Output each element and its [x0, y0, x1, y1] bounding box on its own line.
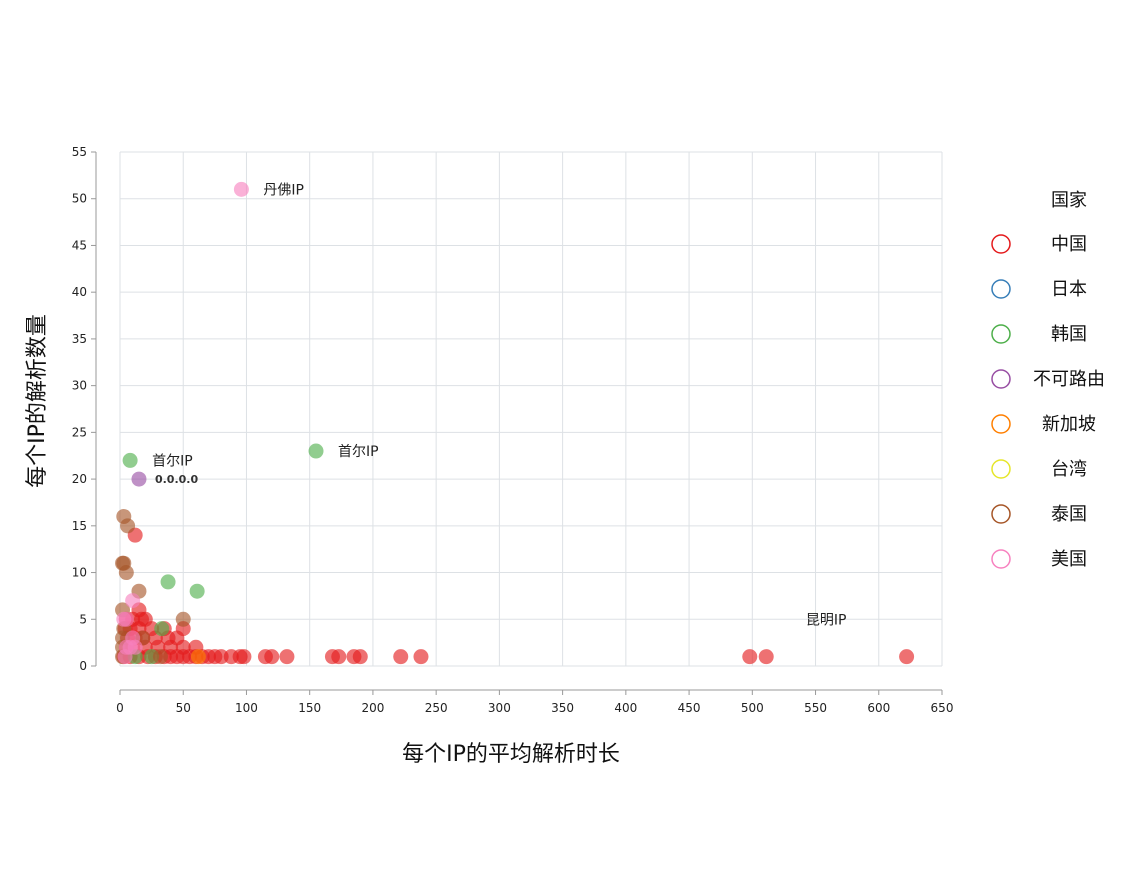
annotation-label: 昆明IP [806, 612, 847, 628]
legend-label: 新加坡 [1042, 414, 1096, 435]
data-point [352, 649, 368, 665]
data-point [413, 649, 429, 665]
legend-item: 日本 [991, 279, 1087, 300]
data-point [279, 649, 295, 665]
legend-item: 不可路由 [991, 369, 1105, 390]
x-axis-title: 每个IP的平均解析时长 [402, 742, 620, 767]
data-point [120, 518, 136, 534]
x-tick-label: 150 [298, 701, 321, 715]
y-tick-label: 20 [72, 472, 87, 486]
data-point [236, 649, 252, 665]
y-tick-label: 35 [72, 332, 87, 346]
y-tick-label: 40 [72, 285, 87, 299]
data-point [189, 583, 205, 599]
y-tick-label: 15 [72, 519, 87, 533]
data-point [758, 649, 774, 665]
x-tick-label: 0 [116, 701, 124, 715]
data-point [264, 649, 280, 665]
legend-label: 美国 [1051, 549, 1087, 570]
legend-label: 中国 [1051, 234, 1087, 255]
legend-swatch-icon [991, 234, 1011, 254]
data-point [117, 649, 133, 665]
data-point [125, 593, 141, 609]
data-point [131, 471, 147, 487]
legend-item: 新加坡 [991, 414, 1096, 435]
legend-label: 日本 [1051, 279, 1087, 300]
legend-swatch-icon [991, 504, 1011, 524]
data-point [190, 649, 206, 665]
y-tick-label: 25 [72, 425, 87, 439]
legend-item: 台湾 [991, 459, 1087, 480]
legend-label: 不可路由 [1033, 369, 1105, 390]
x-tick-label: 100 [235, 701, 258, 715]
series-韩国 [122, 443, 324, 665]
y-tick-label: 45 [72, 238, 87, 252]
annotation-label: 首尔IP [338, 444, 379, 460]
series-不可路由 [131, 471, 147, 487]
legend-label: 泰国 [1051, 504, 1087, 525]
data-point [175, 611, 191, 627]
legend-swatch-icon [991, 549, 1011, 569]
data-point [122, 452, 138, 468]
data-point [899, 649, 915, 665]
data-point [118, 611, 134, 627]
legend-swatch-icon [991, 414, 1011, 434]
y-tick-label: 30 [72, 379, 87, 393]
legend-item: 泰国 [991, 504, 1087, 525]
x-tick-label: 250 [425, 701, 448, 715]
series-新加坡 [190, 649, 206, 665]
annotation-label: 丹佛IP [263, 182, 304, 198]
x-tick-label: 300 [488, 701, 511, 715]
series-美国 [116, 181, 249, 665]
y-tick-label: 10 [72, 566, 87, 580]
data-point [233, 181, 249, 197]
legend-label: 韩国 [1051, 324, 1087, 345]
data-point [393, 649, 409, 665]
data-point [331, 649, 347, 665]
data-point [160, 574, 176, 590]
x-tick-label: 600 [867, 701, 890, 715]
grid-lines [119, 151, 943, 667]
x-tick-label: 400 [614, 701, 637, 715]
y-axis-title: 每个IP的解析数量 [25, 314, 50, 488]
legend-item: 韩国 [991, 324, 1087, 345]
legend-item: 中国 [991, 234, 1087, 255]
annotations: 丹佛IP 首尔IP 首尔IP 0.0.0.0 昆明IP [152, 182, 846, 628]
data-point [118, 565, 134, 581]
x-tick-label: 50 [176, 701, 191, 715]
y-tick-label: 50 [72, 192, 87, 206]
legend-swatch-icon [991, 324, 1011, 344]
x-tick-label: 550 [804, 701, 827, 715]
x-tick-label: 350 [551, 701, 574, 715]
legend-item: 美国 [991, 549, 1087, 570]
legend-swatch-icon [991, 279, 1011, 299]
data-points [115, 181, 915, 665]
y-tick-label: 0 [79, 659, 87, 673]
x-tick-label: 650 [931, 701, 954, 715]
data-point [308, 443, 324, 459]
y-tick-label: 5 [79, 612, 87, 626]
data-point [154, 621, 170, 637]
x-tick-label: 500 [741, 701, 764, 715]
legend-title: 国家 [1051, 190, 1087, 211]
legend-swatch-icon [991, 459, 1011, 479]
data-point [152, 649, 168, 665]
annotation-label: 首尔IP [152, 453, 193, 469]
legend-label: 台湾 [1051, 459, 1087, 480]
y-tick-label: 55 [72, 145, 87, 159]
annotation-label: 0.0.0.0 [155, 473, 198, 486]
data-point [742, 649, 758, 665]
x-tick-label: 200 [361, 701, 384, 715]
series-中国 [116, 527, 915, 665]
legend-swatch-icon [991, 369, 1011, 389]
x-tick-label: 450 [678, 701, 701, 715]
